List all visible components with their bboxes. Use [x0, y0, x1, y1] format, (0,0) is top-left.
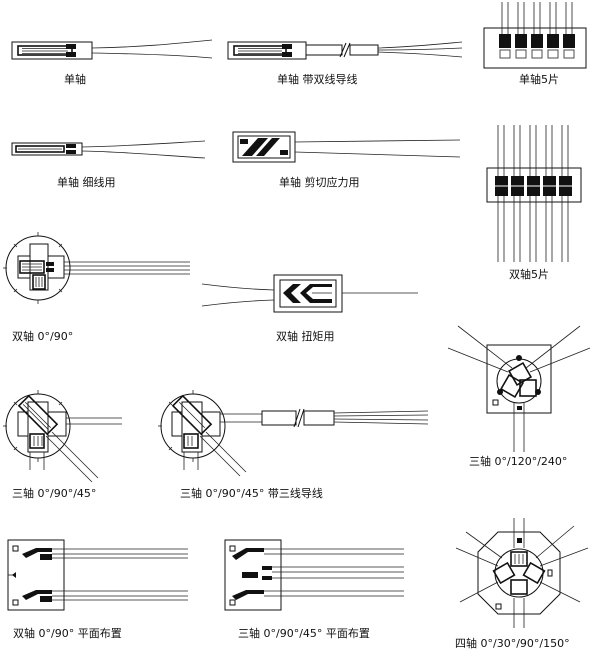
gauge-biaxial-torque — [201, 274, 418, 313]
gauge-triaxial-planar — [224, 539, 404, 611]
gauge-uniaxial-five-strip — [483, 2, 587, 69]
label-biaxial-0-90: 双轴 0°/90° — [12, 330, 74, 343]
gauge-four-axis — [455, 518, 589, 628]
label-triaxial-0-90-45-lead-wire: 三轴 0°/90°/45° 带三线导线 — [180, 487, 323, 500]
gauge-uniaxial-shear — [232, 131, 461, 163]
gauge-uniaxial-narrow — [11, 140, 206, 159]
gauge-triaxial-0-90-45 — [3, 390, 122, 483]
label-uniaxial-shear: 单轴 剪切应力用 — [279, 176, 360, 189]
label-uniaxial-five: 单轴5片 — [519, 73, 559, 86]
label-triaxial-planar: 三轴 0°/90°/45° 平面布置 — [238, 627, 370, 640]
gauge-biaxial-0-90 — [3, 232, 190, 304]
label-biaxial-planar: 双轴 0°/90° 平面布置 — [13, 627, 122, 640]
label-four-axis: 四轴 0°/30°/90°/150° — [455, 637, 570, 650]
label-uniaxial-narrow: 单轴 细线用 — [57, 176, 116, 189]
label-biaxial-torque: 双轴 扭矩用 — [276, 330, 335, 343]
label-uniaxial: 单轴 — [64, 73, 86, 86]
gauge-uniaxial-lead-wire — [227, 41, 463, 60]
gauge-uniaxial — [11, 39, 213, 60]
label-biaxial-five: 双轴5片 — [509, 268, 549, 281]
gauge-biaxial-planar — [7, 539, 188, 611]
gauge-triaxial-0-120-240 — [447, 325, 591, 452]
label-uniaxial-lead-wire: 单轴 带双线导线 — [277, 73, 358, 86]
gauge-triaxial-0-90-45-lead-wire — [158, 390, 429, 477]
label-triaxial-0-120-240: 三轴 0°/120°/240° — [469, 455, 568, 468]
label-triaxial-0-90-45: 三轴 0°/90°/45° — [12, 487, 97, 500]
gauge-biaxial-five-strip — [486, 125, 582, 262]
